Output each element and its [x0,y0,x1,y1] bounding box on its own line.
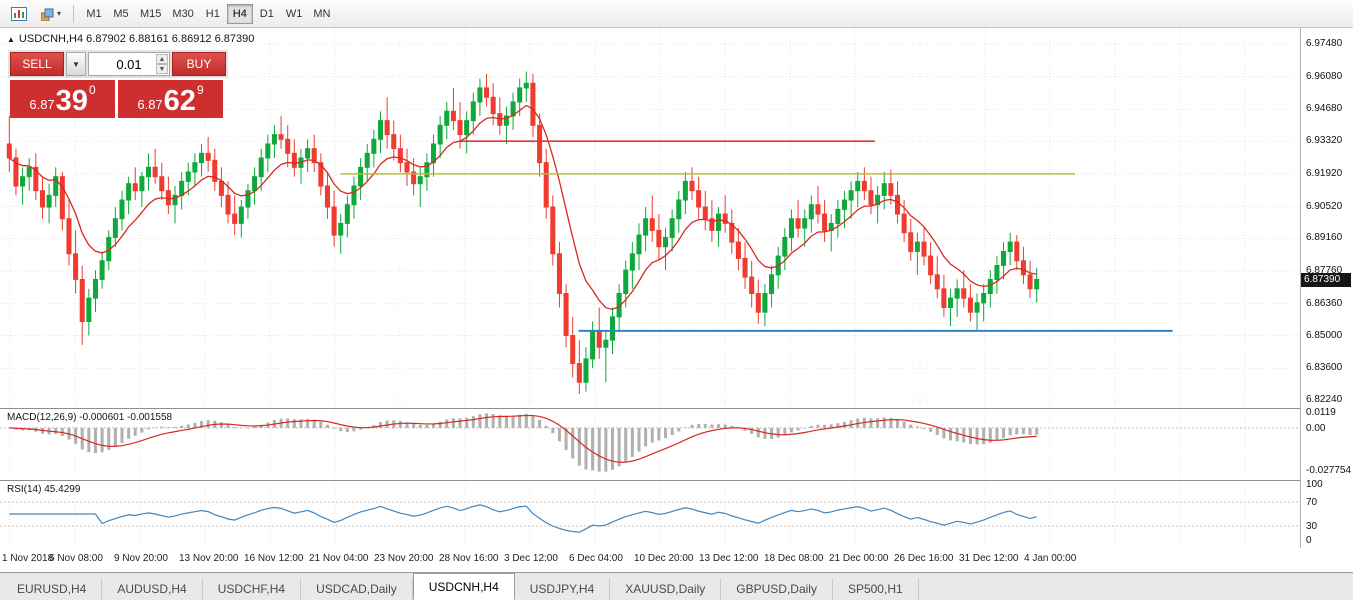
tab-eurusd-h4[interactable]: EURUSD,H4 [2,578,103,600]
price-axis-label: 6.83600 [1306,362,1343,374]
indicator-palette-icon[interactable]: ▾ [36,2,66,26]
macd-axis-label: 0.0119 [1306,407,1336,418]
rsi-axis-label: 0 [1306,535,1312,546]
timeframe-m5[interactable]: M5 [108,4,134,24]
price-axis-divider [1300,28,1301,548]
time-axis-label: 23 Nov 20:00 [374,553,434,564]
rsi-label: RSI(14) 45.4299 [7,484,81,495]
time-axis-label: 21 Dec 00:00 [829,553,889,564]
time-axis-label: 4 Jan 00:00 [1024,553,1077,564]
panel-separator[interactable] [0,480,1353,481]
price-axis-label: 6.93320 [1306,135,1343,147]
one-click-trading-panel: SELL ▼ 0.01 ▲ ▼ BUY 6.87 39 0 6.87 62 [8,50,228,118]
timeframe-mn[interactable]: MN [308,4,335,24]
time-axis-label: 10 Dec 20:00 [634,553,694,564]
timeframe-h1[interactable]: H1 [200,4,226,24]
volume-stepper[interactable]: 0.01 ▲ ▼ [88,52,170,76]
volume-value: 0.01 [116,56,142,72]
sell-price-pip: 0 [88,83,96,97]
rsi-indicator-canvas[interactable] [0,480,1300,548]
price-axis-label: 6.89160 [1306,232,1343,244]
symbol-arrow-icon: ▲ [7,34,15,44]
time-axis: 1 Nov 2018 6 Nov 08:00 9 Nov 20:00 13 Nov 2… [0,548,1353,572]
time-axis-label: 13 Nov 20:00 [179,553,239,564]
price-axis-label: 6.91920 [1306,167,1343,179]
sell-price[interactable]: 6.87 39 0 [10,80,115,118]
rsi-axis-label: 30 [1306,521,1318,532]
chart-icon [11,6,27,21]
buy-price-prefix: 6.87 [137,97,163,112]
tab-gbpusd-daily[interactable]: GBPUSD,Daily [721,578,833,600]
timeframe-buttons: M1 M5 M15 M30 H1 H4 D1 W1 MN [81,3,335,24]
chart-region: ▲ USDCNH,H4 6.87902 6.88161 6.86912 6.87… [0,28,1353,572]
sell-button[interactable]: SELL [10,52,64,76]
panel-separator[interactable] [0,408,1353,409]
buy-button[interactable]: BUY [172,52,226,76]
rsi-axis-label: 100 [1306,479,1323,490]
time-axis-label: 13 Dec 12:00 [699,553,759,564]
toolbar-separator [73,4,74,23]
time-axis-label: 26 Dec 16:00 [894,553,954,564]
tab-xauusd-daily[interactable]: XAUUSD,Daily [610,578,722,600]
order-type-dropdown[interactable]: ▼ [66,52,86,76]
time-axis-label: 28 Nov 16:00 [439,553,499,564]
chevron-down-icon: ▾ [56,9,61,18]
spin-up-icon[interactable]: ▲ [156,54,168,64]
time-axis-label: 31 Dec 12:00 [959,553,1019,564]
layers-icon [40,8,54,21]
chevron-down-icon: ▼ [72,59,80,69]
price-axis-label: 6.86360 [1306,297,1343,309]
price-axis-label: 6.90520 [1306,200,1343,212]
timeframe-m30[interactable]: M30 [167,4,198,24]
timeframe-m15[interactable]: M15 [135,4,166,24]
tab-usdchf-h4[interactable]: USDCHF,H4 [203,578,302,600]
sell-price-big: 39 [55,85,88,117]
top-toolbar: ▾ M1 M5 M15 M30 H1 H4 D1 W1 MN [0,0,1353,28]
time-axis-label: 21 Nov 04:00 [309,553,369,564]
volume-spin-buttons: ▲ ▼ [156,54,168,74]
tab-usdcnh-h4[interactable]: USDCNH,H4 [412,573,515,600]
price-axis-label: 6.82240 [1306,394,1343,405]
chart-tab-bar: EURUSD,H4 AUDUSD,H4 USDCHF,H4 USDCAD,Daily U… [0,572,1353,600]
spin-down-icon[interactable]: ▼ [156,64,168,74]
time-axis-label: 3 Dec 12:00 [504,553,558,564]
chart-title-text: USDCNH,H4 6.87902 6.88161 6.86912 6.8739… [18,33,255,45]
time-axis-label: 16 Nov 12:00 [244,553,304,564]
macd-indicator-canvas[interactable] [0,408,1300,480]
time-axis-label: 1 Nov 2018 [2,553,54,564]
timeframe-w1[interactable]: W1 [281,4,308,24]
price-axis-label: 6.85000 [1306,329,1343,341]
chart-title: ▲ USDCNH,H4 6.87902 6.88161 6.86912 6.87… [7,33,254,45]
timeframe-d1[interactable]: D1 [254,4,280,24]
price-axis-label: 6.94680 [1306,103,1343,115]
time-axis-label: 9 Nov 20:00 [114,553,168,564]
current-price-badge: 6.87390 [1301,272,1351,287]
rsi-axis-label: 70 [1306,497,1318,508]
tab-usdjpy-h4[interactable]: USDJPY,H4 [515,578,611,600]
buy-price-big: 62 [163,85,196,117]
price-axis: 6.87390 6.97480 6.96080 6.94680 6.93320 6.91… [1301,28,1353,548]
tab-sp500-h1[interactable]: SP500,H1 [833,578,919,600]
main-chart-canvas[interactable] [0,28,1300,408]
trade-prices-row: 6.87 39 0 6.87 62 9 [10,80,228,118]
trade-controls-row: SELL ▼ 0.01 ▲ ▼ BUY [8,50,228,78]
tab-usdcad-daily[interactable]: USDCAD,Daily [301,578,413,600]
price-axis-label: 6.97480 [1306,38,1343,49]
sell-price-prefix: 6.87 [29,97,55,112]
time-axis-label: 6 Nov 08:00 [49,553,103,564]
tab-audusd-h4[interactable]: AUDUSD,H4 [102,578,203,600]
macd-label: MACD(12,26,9) -0.000601 -0.001558 [7,412,173,423]
buy-price[interactable]: 6.87 62 9 [118,80,223,118]
price-axis-label: 6.96080 [1306,70,1343,82]
macd-axis-label: -0.027754 [1306,465,1352,476]
price-axis-label: 6.87760 [1306,265,1343,277]
timeframe-m1[interactable]: M1 [81,4,107,24]
chart-window-icon[interactable] [4,2,34,26]
macd-axis-label: 0.00 [1306,422,1326,434]
timeframe-h4[interactable]: H4 [226,3,253,24]
time-axis-label: 18 Dec 08:00 [764,553,824,564]
time-axis-label: 6 Dec 04:00 [569,553,623,564]
buy-price-pip: 9 [196,83,204,97]
